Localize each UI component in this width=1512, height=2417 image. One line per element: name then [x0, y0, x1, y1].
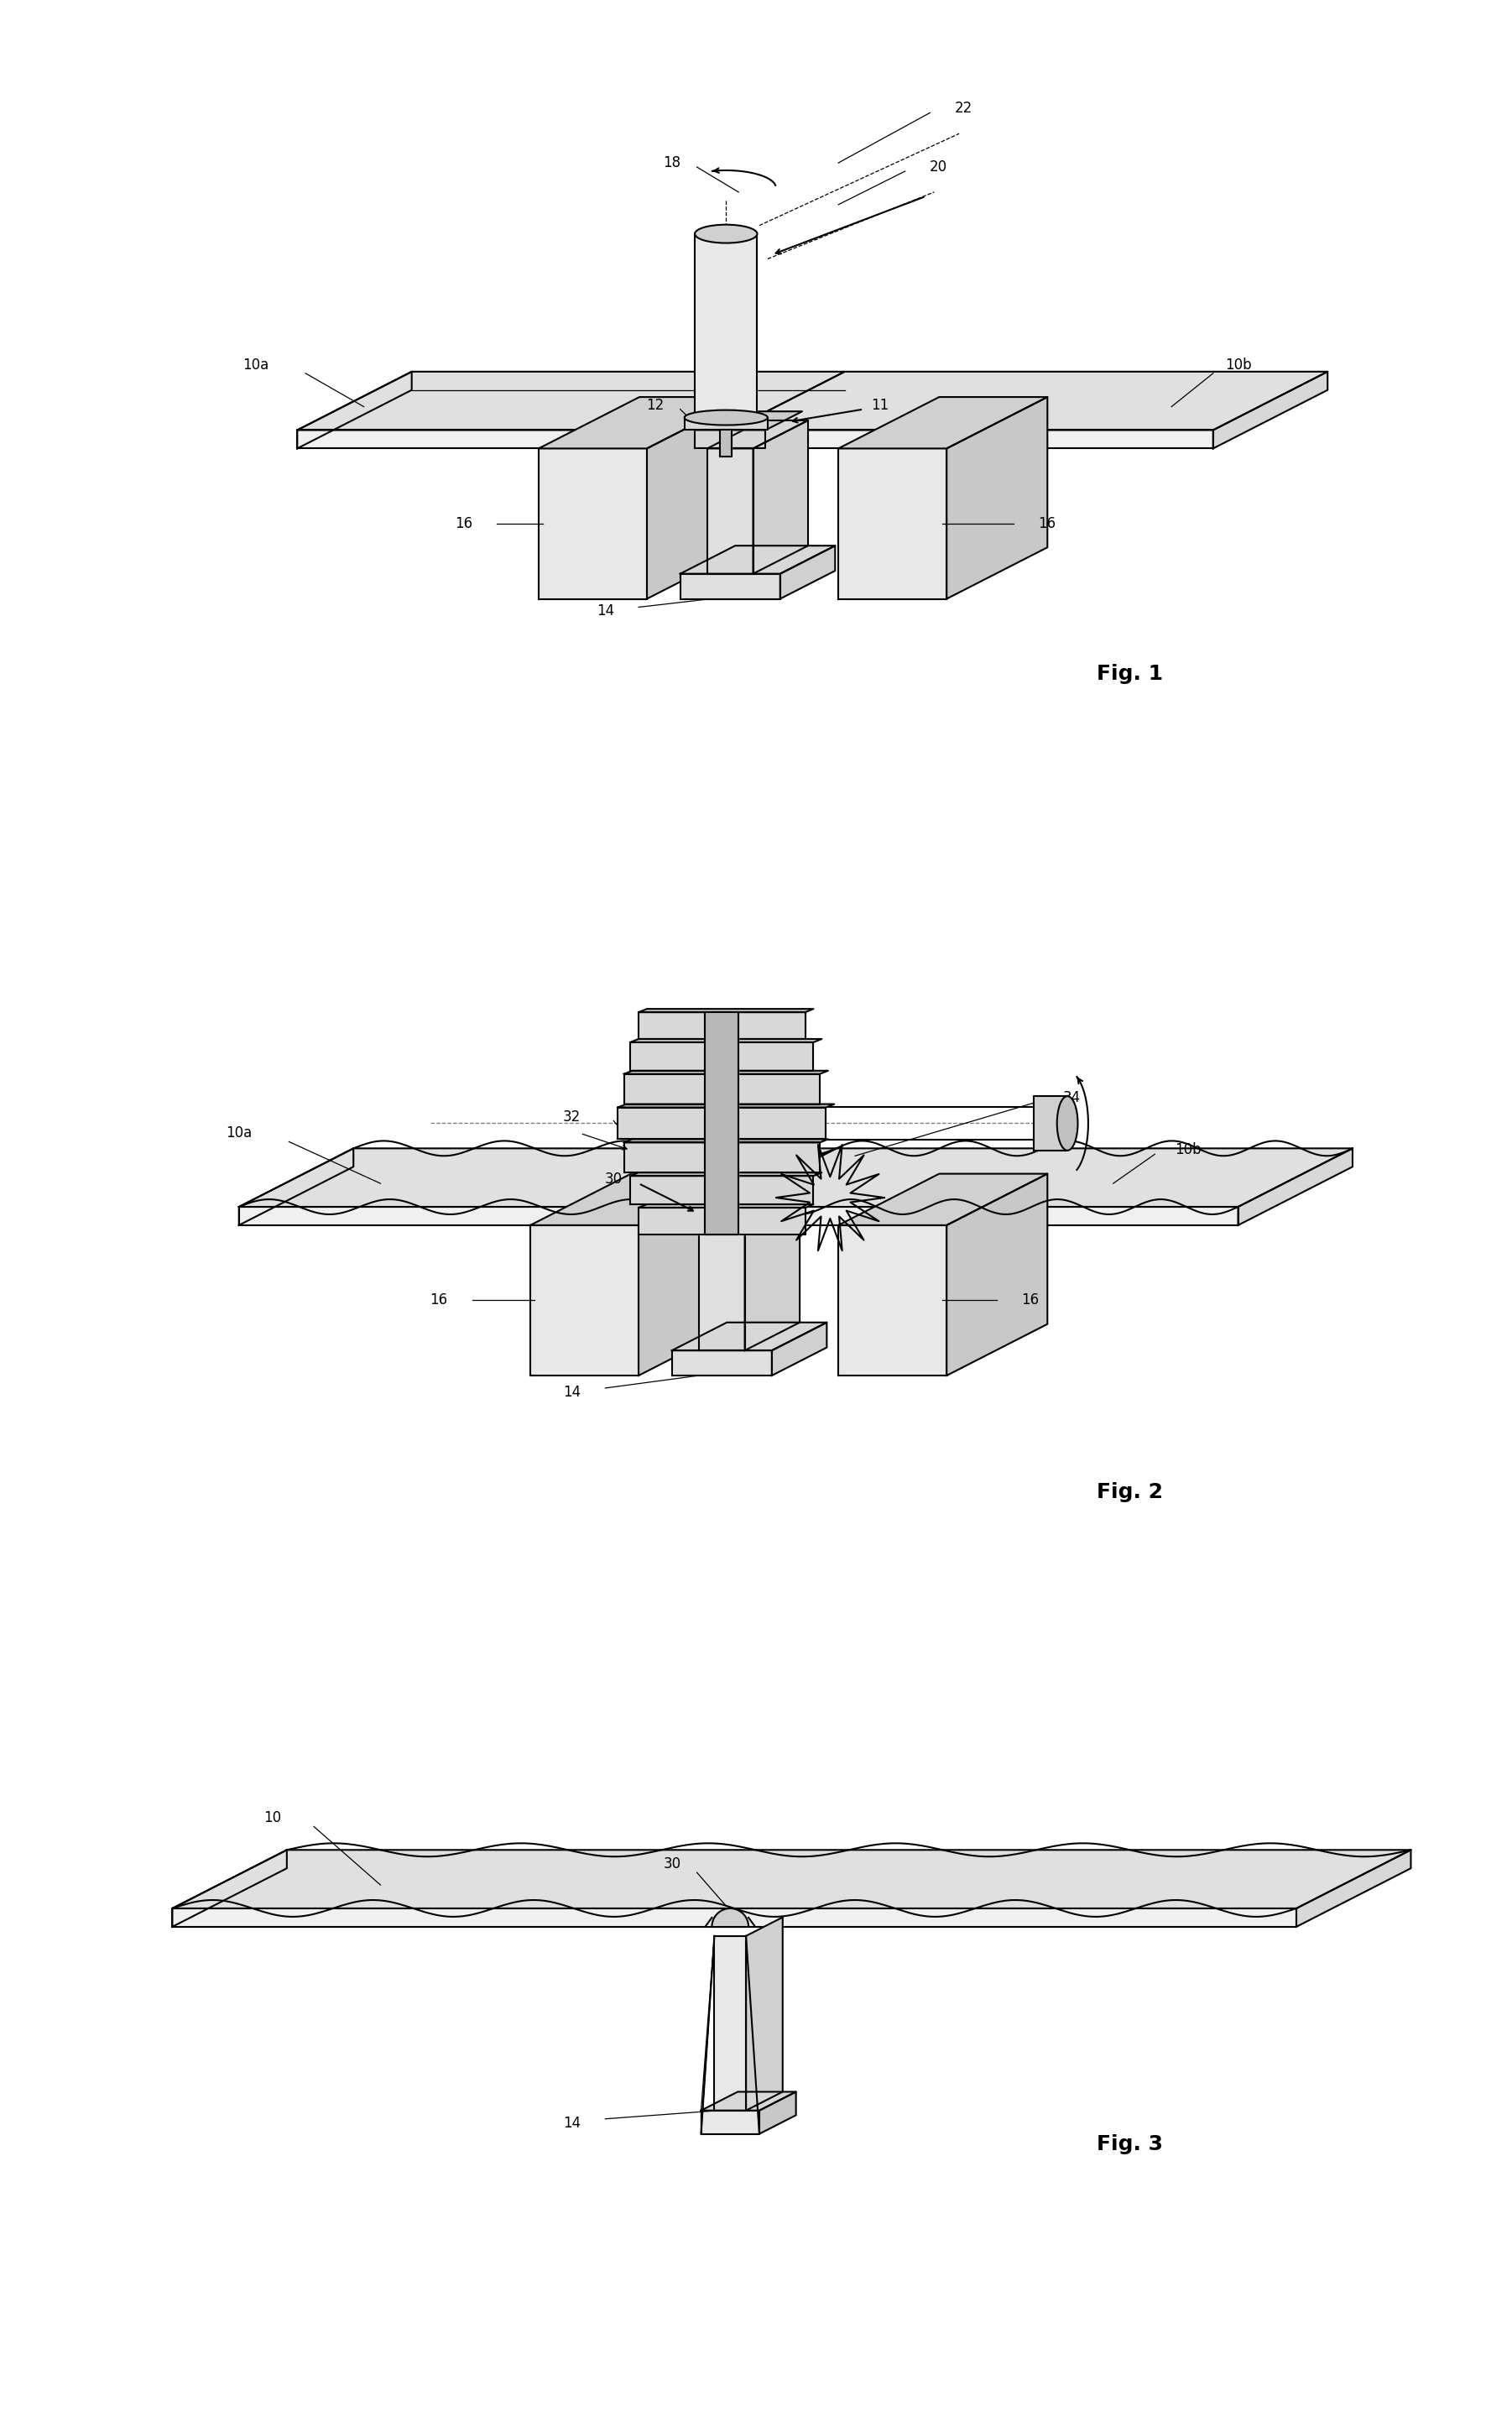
Polygon shape	[839, 450, 947, 599]
Polygon shape	[624, 1071, 829, 1073]
Polygon shape	[839, 1225, 947, 1375]
Polygon shape	[730, 372, 1328, 430]
Polygon shape	[680, 546, 835, 573]
Text: 10: 10	[263, 1810, 281, 1825]
Polygon shape	[721, 1148, 1353, 1206]
Polygon shape	[638, 1013, 804, 1039]
Text: 34: 34	[1063, 1090, 1081, 1105]
Polygon shape	[531, 1225, 638, 1375]
Polygon shape	[671, 1322, 827, 1351]
Text: 14: 14	[562, 1385, 581, 1399]
Polygon shape	[702, 2110, 759, 2134]
Polygon shape	[631, 1039, 823, 1042]
Polygon shape	[538, 450, 647, 599]
Text: 10a: 10a	[225, 1126, 253, 1141]
Polygon shape	[712, 1909, 748, 1926]
Text: 16: 16	[1021, 1293, 1039, 1308]
Polygon shape	[638, 1175, 739, 1375]
Ellipse shape	[696, 225, 758, 244]
Polygon shape	[714, 1936, 745, 2110]
Polygon shape	[839, 1175, 1048, 1225]
Polygon shape	[745, 1196, 800, 1351]
Polygon shape	[172, 1849, 287, 1926]
Polygon shape	[531, 1175, 739, 1225]
Polygon shape	[1238, 1148, 1353, 1225]
Polygon shape	[638, 1204, 813, 1208]
Polygon shape	[239, 1148, 354, 1225]
Polygon shape	[671, 1351, 771, 1375]
Text: Fig. 3: Fig. 3	[1096, 2134, 1163, 2154]
Polygon shape	[624, 1138, 829, 1143]
Text: 22: 22	[954, 102, 972, 116]
Polygon shape	[298, 372, 845, 430]
Polygon shape	[685, 418, 768, 430]
Polygon shape	[720, 430, 732, 457]
Polygon shape	[624, 1073, 820, 1105]
Polygon shape	[538, 396, 747, 450]
Text: 16: 16	[429, 1293, 448, 1308]
Polygon shape	[702, 1936, 714, 2134]
Polygon shape	[708, 421, 807, 450]
Polygon shape	[696, 430, 765, 450]
Text: 11: 11	[871, 396, 889, 413]
Ellipse shape	[685, 411, 768, 425]
Polygon shape	[745, 1917, 783, 2110]
Text: 30: 30	[664, 1856, 680, 1871]
Polygon shape	[638, 1208, 804, 1235]
Text: 14: 14	[596, 604, 614, 619]
Polygon shape	[759, 2091, 795, 2134]
Polygon shape	[618, 1107, 826, 1138]
Text: 12: 12	[646, 396, 664, 413]
Polygon shape	[298, 430, 730, 450]
Ellipse shape	[1057, 1097, 1078, 1150]
Polygon shape	[631, 1042, 813, 1071]
Polygon shape	[631, 1172, 823, 1177]
Polygon shape	[680, 573, 780, 599]
Text: Fig. 2: Fig. 2	[1096, 1482, 1163, 1503]
Polygon shape	[771, 1322, 827, 1375]
Text: Fig. 1: Fig. 1	[1096, 665, 1163, 684]
Polygon shape	[1034, 1097, 1067, 1150]
Polygon shape	[1213, 372, 1328, 450]
Polygon shape	[705, 1013, 738, 1235]
Polygon shape	[638, 1008, 813, 1013]
Polygon shape	[947, 396, 1048, 599]
Polygon shape	[721, 1206, 1238, 1225]
Polygon shape	[298, 372, 411, 450]
Text: 10a: 10a	[242, 358, 269, 372]
Polygon shape	[708, 450, 753, 573]
Polygon shape	[1296, 1849, 1411, 1926]
Polygon shape	[631, 1177, 813, 1204]
Polygon shape	[239, 1206, 721, 1225]
Polygon shape	[696, 411, 803, 430]
Polygon shape	[753, 421, 807, 573]
Polygon shape	[172, 1849, 1411, 1909]
Text: 30: 30	[605, 1172, 623, 1187]
Polygon shape	[699, 1196, 800, 1225]
Text: 10b: 10b	[1175, 1143, 1202, 1158]
Text: 14: 14	[562, 2115, 581, 2129]
Polygon shape	[618, 1105, 835, 1107]
Text: 32: 32	[562, 1109, 581, 1124]
Polygon shape	[699, 1225, 745, 1351]
Text: 20: 20	[930, 160, 947, 174]
Polygon shape	[647, 396, 747, 599]
Polygon shape	[172, 1909, 1296, 1926]
Text: 18: 18	[664, 155, 680, 169]
Polygon shape	[239, 1148, 836, 1206]
Text: 16: 16	[455, 517, 473, 532]
Polygon shape	[730, 430, 1213, 450]
Polygon shape	[947, 1175, 1048, 1375]
Polygon shape	[780, 546, 835, 599]
Text: 10b: 10b	[1225, 358, 1252, 372]
Polygon shape	[696, 234, 758, 418]
Polygon shape	[624, 1143, 820, 1172]
Polygon shape	[839, 396, 1048, 450]
Text: 16: 16	[1037, 517, 1055, 532]
Polygon shape	[702, 2091, 795, 2110]
